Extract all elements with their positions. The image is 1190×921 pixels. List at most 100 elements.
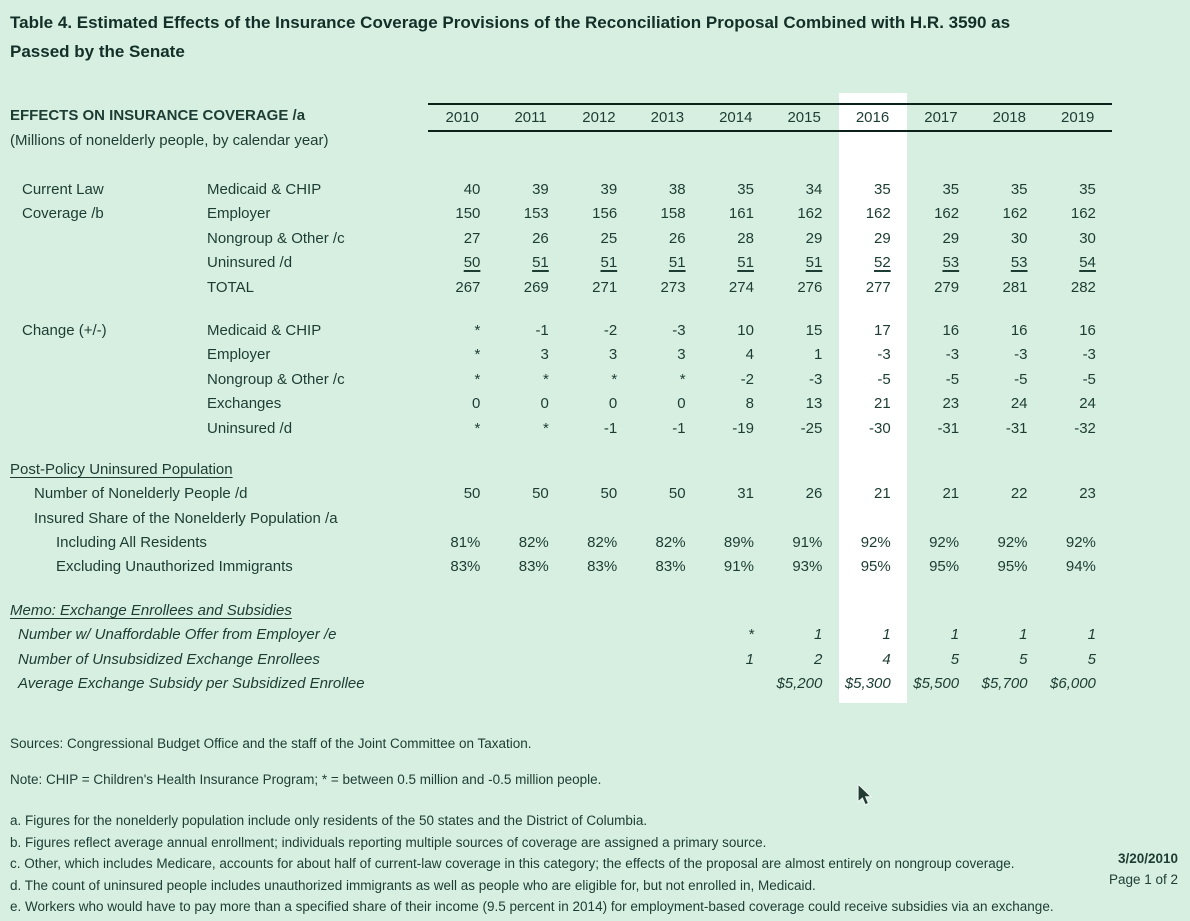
value-2017: 29 [942,229,960,247]
table-row: Excluding Unauthorized Immigrants 83% 83% 8… [10,555,1112,579]
value-2013: 273 [660,278,686,296]
value-2013 [633,623,701,647]
value-2019 [1044,507,1112,531]
value-2018: 1 [1019,626,1028,644]
row-group-label [10,392,207,416]
value-2019: 5 [1087,650,1096,668]
value-2010: * [474,419,481,437]
value-2015: 1 [814,626,823,644]
value-2018: 162 [1002,205,1028,223]
year-header-2011: 2011 [514,109,547,126]
value-2012: 3 [608,346,618,364]
value-2017: $5,500 [913,675,960,693]
page-title-line-2: Passed by the Senate [10,42,185,61]
value-2010: 40 [463,181,481,198]
value-2017: -31 [937,419,960,437]
value-2019: $6,000 [1050,675,1096,693]
value-2017: 279 [934,278,960,296]
value-2018: -5 [1014,370,1028,388]
value-2013: 0 [677,395,686,413]
table-row: Coverage /b Employer 150 153 156 158 161 162 162… [10,202,1112,226]
value-2013: -3 [672,321,686,339]
value-2018: $5,700 [981,675,1028,693]
value-2016: 21 [874,395,891,413]
value-2018: 22 [1010,485,1028,503]
value-2010: 150 [455,205,481,223]
value-2011: 50 [532,485,549,503]
year-header-2018: 2018 [992,109,1026,126]
year-header-2015: 2015 [787,109,821,126]
year-header-2012: 2012 [582,109,616,126]
value-2018 [975,507,1043,531]
row-label: Medicaid & CHIP [207,321,322,339]
section-spacer [10,441,1112,458]
section-heading-text: Memo: Exchange Enrollees and Subsidies [10,601,292,619]
value-2013: -1 [672,419,686,437]
value-2019: -5 [1082,370,1096,388]
value-2015: 15 [805,321,823,339]
row-label: Uninsured /d [207,254,293,272]
value-2016: 29 [874,229,891,247]
value-2016: 162 [865,205,891,223]
value-2019: 92% [1065,534,1096,552]
value-2017: 23 [942,395,960,413]
footnote-d: d. The count of uninsured people include… [10,877,816,893]
value-2014: -2 [740,370,754,388]
page-title-line-1: Table 4. Estimated Effects of the Insura… [10,13,1011,32]
value-2015: 29 [805,229,823,247]
value-2012: 0 [608,395,618,413]
table-row: Number w/ Unaffordable Offer from Employ… [10,623,1112,647]
value-2017: 162 [934,205,960,223]
value-2012: 25 [600,229,618,247]
year-header-2010: 2010 [445,109,479,126]
value-2012: 83% [587,558,618,576]
value-2016: -30 [869,419,891,437]
value-2012 [565,623,633,647]
value-2011 [496,648,564,672]
value-2014: 28 [737,229,754,247]
value-2013: 50 [668,485,686,503]
value-2018: 95% [997,558,1028,576]
value-2010: 0 [472,395,481,413]
value-2017: 95% [929,558,960,576]
section-heading-text: Post-Policy Uninsured Population [10,460,233,478]
value-2011: 82% [518,534,549,552]
value-2015: -25 [800,419,823,437]
value-2011: * [542,419,549,437]
value-2019: 16 [1079,321,1096,339]
value-2016: -5 [877,370,891,388]
value-2013: 3 [677,346,686,364]
value-2015: 91% [792,534,823,552]
value-2016: 21 [874,485,891,503]
value-2016: 277 [865,278,891,296]
section-spacer [10,580,1112,599]
value-2011 [496,507,564,531]
value-2014: * [748,626,754,644]
value-2015: 26 [805,485,823,503]
value-2019: 54 [1079,254,1096,272]
row-label: Nongroup & Other /c [207,229,345,247]
value-2014: 161 [728,205,754,223]
table-row: Number of Nonelderly People /d 50 50 50 50 31… [10,482,1112,506]
value-2012 [565,672,633,696]
value-2010 [428,507,496,531]
value-2015: 93% [792,558,823,576]
value-2014: 31 [737,485,754,503]
value-2018: 5 [1019,650,1028,668]
value-2012 [565,648,633,672]
value-2013 [633,507,701,531]
value-2010: 267 [455,278,481,296]
value-2013: 83% [655,558,686,576]
value-2011: 83% [518,558,549,576]
value-2013: 82% [655,534,686,552]
value-2014: 1 [745,650,754,668]
value-2012: 51 [600,254,618,272]
value-2017: 21 [942,485,960,503]
row-label: Number w/ Unaffordable Offer from Employ… [18,626,337,644]
value-2016: 17 [874,321,891,339]
row-label: Average Exchange Subsidy per Subsidized … [18,675,365,693]
value-2019: -32 [1074,419,1096,437]
value-2013: 51 [668,254,686,272]
value-2013 [633,648,701,672]
value-2017: 35 [942,181,960,198]
